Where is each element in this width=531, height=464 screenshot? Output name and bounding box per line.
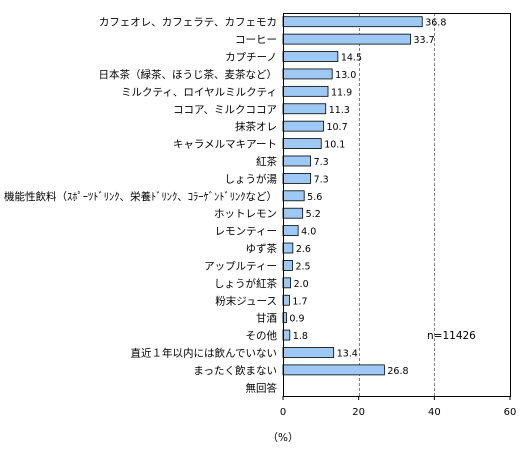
bar bbox=[282, 68, 333, 80]
value-label: 7.3 bbox=[314, 174, 329, 185]
category-label: 日本茶（緑茶、ほうじ茶、麦茶など） bbox=[99, 68, 278, 81]
value-label: 14.5 bbox=[341, 53, 362, 64]
value-label: 36.8 bbox=[425, 18, 446, 29]
x-tick-label: 20 bbox=[352, 407, 365, 418]
bar bbox=[282, 33, 411, 45]
bar bbox=[282, 120, 324, 132]
value-label: 2.6 bbox=[296, 244, 311, 255]
value-label: 11.9 bbox=[331, 87, 352, 98]
value-label: 33.7 bbox=[413, 35, 434, 46]
category-label: しょうが湯 bbox=[225, 172, 278, 185]
value-label: 10.1 bbox=[324, 140, 345, 151]
value-label: 26.8 bbox=[387, 366, 408, 377]
value-label: 13.4 bbox=[337, 348, 358, 359]
bar bbox=[282, 51, 339, 62]
bar bbox=[282, 172, 312, 184]
value-label: 2.0 bbox=[294, 279, 309, 290]
category-label: 抹茶オレ bbox=[235, 120, 277, 133]
value-label: 7.3 bbox=[314, 157, 329, 168]
x-tick-label: 60 bbox=[504, 407, 517, 418]
category-label: ココア、ミルクココア bbox=[173, 104, 277, 116]
category-label: ミルクティ、ロイヤルミルクティ bbox=[121, 86, 277, 98]
value-label: 2.5 bbox=[295, 261, 310, 272]
bar bbox=[282, 138, 322, 149]
bar bbox=[282, 225, 299, 237]
value-label: 10.7 bbox=[326, 122, 347, 133]
sample-size-annotation: n=11426 bbox=[427, 330, 476, 342]
x-tick-label: 0 bbox=[280, 407, 286, 418]
bar bbox=[282, 260, 293, 271]
category-label: その他 bbox=[246, 329, 278, 342]
value-label: 13.0 bbox=[335, 70, 356, 81]
value-label: 1.7 bbox=[292, 296, 307, 307]
category-label: 機能性飲料（ｽﾎﾟｰﾂﾄﾞﾘﾝｸ、栄養ﾄﾞﾘﾝｸ、ｺﾗｰｹﾞﾝﾄﾞﾘﾝｸなど） bbox=[4, 190, 277, 203]
bar bbox=[282, 103, 327, 115]
value-label: 0.9 bbox=[289, 314, 304, 325]
category-label: ゆず茶 bbox=[246, 242, 278, 255]
category-label: 無回答 bbox=[246, 381, 278, 394]
category-label: 粉末ジュース bbox=[215, 294, 277, 307]
bar bbox=[282, 190, 305, 202]
category-label: レモンティー bbox=[215, 226, 277, 238]
x-tick-label: 40 bbox=[428, 407, 441, 418]
bar bbox=[282, 347, 335, 358]
category-label: キャラメルマキアート bbox=[173, 139, 277, 151]
category-label: 甘酒 bbox=[256, 312, 277, 325]
bar bbox=[282, 85, 329, 97]
value-label: 11.3 bbox=[329, 105, 350, 116]
bar bbox=[282, 329, 291, 341]
category-label: カプチーノ bbox=[225, 52, 277, 64]
bar bbox=[282, 277, 291, 289]
category-label: まったく飲まない bbox=[193, 364, 277, 377]
category-label: アップルティー bbox=[204, 260, 277, 272]
x-axis-unit-label: （%） bbox=[268, 432, 299, 444]
bar bbox=[282, 207, 304, 219]
category-label: 直近１年以内には飲んでいない bbox=[131, 346, 277, 359]
category-label: ホットレモン bbox=[214, 208, 277, 220]
bar bbox=[282, 242, 294, 254]
bar bbox=[282, 16, 423, 28]
bar bbox=[282, 364, 385, 376]
category-label: コーヒー bbox=[235, 34, 277, 46]
value-label: 5.6 bbox=[307, 192, 322, 203]
value-label: 4.0 bbox=[301, 227, 316, 238]
bar bbox=[282, 155, 312, 167]
value-label: 5.2 bbox=[306, 209, 321, 220]
category-label: しょうが紅茶 bbox=[214, 277, 277, 290]
plot-frame bbox=[283, 13, 511, 397]
value-label: 1.8 bbox=[293, 331, 308, 342]
category-label: カフェオレ、カフェラテ、カフェモカ bbox=[99, 17, 277, 29]
category-label: 紅茶 bbox=[256, 155, 277, 168]
